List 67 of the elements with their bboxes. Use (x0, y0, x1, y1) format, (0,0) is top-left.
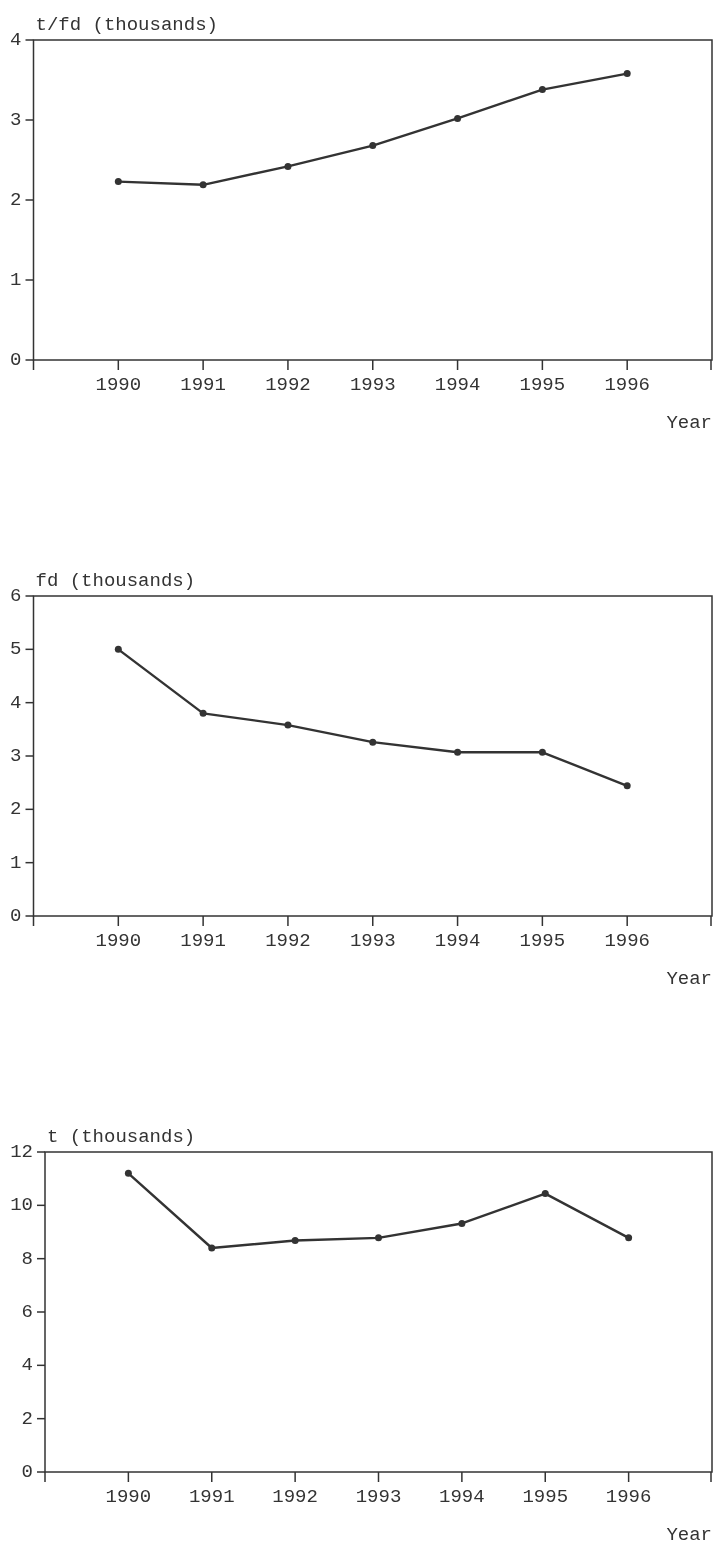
x-tick-label: 1993 (349, 374, 396, 396)
x-tick-label: 1991 (180, 930, 226, 952)
point (369, 142, 377, 150)
point (538, 86, 546, 94)
x-axis-title: Year (666, 1524, 712, 1546)
point (375, 1234, 382, 1242)
y-tick-label: 12 (10, 1141, 33, 1163)
y-tick-label: 2 (21, 1407, 33, 1430)
x-tick-label: 1992 (265, 930, 311, 952)
y-tick-label: 5 (10, 638, 22, 661)
y-tick-label: 3 (10, 745, 22, 767)
y-tick-label: 6 (21, 1301, 33, 1323)
x-tick-label: 1992 (265, 374, 311, 396)
point (454, 114, 462, 122)
x-tick-label: 1993 (349, 930, 396, 952)
y-tick-label: 0 (10, 905, 22, 927)
y-tick-label: 6 (10, 585, 22, 607)
point (369, 738, 377, 746)
point (208, 1244, 216, 1252)
y-tick-label: 2 (10, 798, 22, 821)
y-tick-label: 3 (10, 109, 22, 131)
x-tick-label: 1991 (180, 374, 226, 396)
x-tick-label: 1995 (519, 930, 566, 952)
x-axis-title: Year (666, 412, 712, 434)
x-tick-label: 1996 (604, 930, 650, 952)
point (291, 1237, 299, 1245)
point (454, 748, 462, 756)
point (284, 721, 292, 729)
x-tick-label: 1996 (604, 374, 650, 396)
point (458, 1219, 466, 1227)
point (124, 1169, 132, 1177)
x-tick-label: 1991 (188, 1486, 235, 1508)
y-axis-title: fd (thousands) (35, 570, 196, 592)
x-tick-label: 1990 (95, 374, 142, 396)
y-tick-label: 10 (10, 1194, 33, 1217)
y-axis-title: t (thousands) (47, 1126, 196, 1148)
x-tick-label: 1996 (605, 1486, 652, 1508)
point (541, 1190, 549, 1198)
y-tick-label: 0 (21, 1461, 33, 1483)
y-tick-label: 8 (21, 1247, 33, 1270)
x-tick-label: 1995 (519, 374, 566, 396)
y-axis-title: t/fd (thousands) (35, 14, 218, 36)
point (623, 70, 631, 78)
x-tick-label: 1994 (439, 1486, 485, 1508)
x-tick-label: 1990 (95, 930, 142, 952)
y-tick-label: 2 (10, 189, 22, 211)
y-tick-label: 4 (10, 691, 22, 714)
y-tick-label: 1 (10, 269, 22, 291)
x-tick-label: 1994 (434, 930, 481, 952)
y-tick-label: 4 (10, 29, 22, 51)
x-tick-label: 1992 (272, 1486, 318, 1508)
x-tick-label: 1993 (355, 1486, 402, 1508)
point (114, 178, 122, 186)
y-tick-label: 4 (21, 1354, 33, 1377)
y-tick-label: 1 (10, 851, 22, 874)
point (114, 645, 122, 653)
point (284, 162, 292, 170)
y-tick-label: 0 (10, 349, 22, 371)
point (199, 709, 207, 717)
x-tick-label: 1990 (105, 1486, 152, 1508)
x-tick-label: 1995 (522, 1486, 569, 1508)
point (625, 1234, 633, 1242)
point (623, 782, 631, 790)
point (538, 748, 546, 756)
point (199, 181, 207, 189)
x-axis-title: Year (666, 968, 712, 990)
x-tick-label: 1994 (434, 374, 481, 396)
